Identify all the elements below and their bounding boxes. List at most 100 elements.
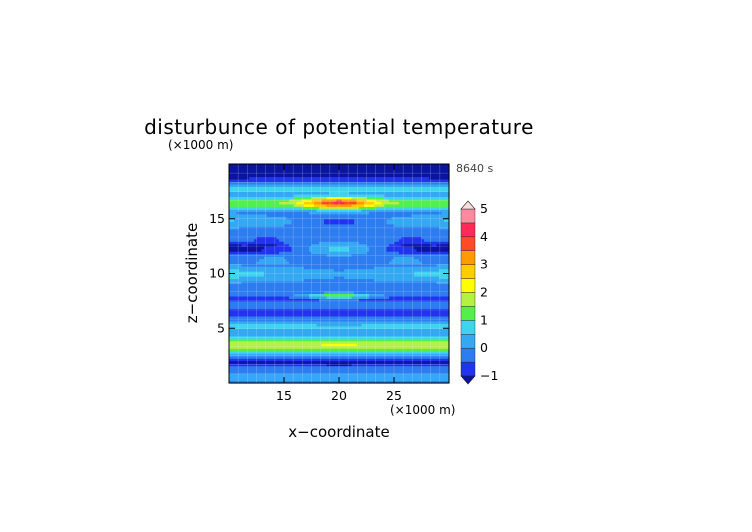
heatmap-cell (334, 243, 338, 247)
heatmap-cell (236, 310, 240, 314)
heatmap-cell (234, 358, 238, 362)
heatmap-cell (289, 275, 293, 280)
heatmap-cell (246, 308, 250, 312)
heatmap-cell (296, 273, 300, 277)
heatmap-cell (309, 355, 313, 359)
heatmap-cell (436, 293, 440, 297)
heatmap-cell (286, 373, 290, 377)
heatmap-cell (269, 248, 273, 252)
heatmap-cell (261, 378, 265, 382)
heatmap-cell (266, 298, 270, 302)
heatmap-cell (289, 355, 293, 359)
heatmap-cell (349, 350, 353, 354)
heatmap-cell (346, 298, 350, 302)
heatmap-cell (231, 243, 235, 247)
heatmap-cell (311, 323, 315, 327)
heatmap-cell (366, 290, 370, 295)
heatmap-cell (394, 290, 398, 295)
heatmap-cell (384, 303, 388, 307)
heatmap-cell (324, 358, 328, 362)
heatmap-cell (284, 358, 288, 362)
heatmap-cell (411, 300, 415, 304)
heatmap-cell (319, 350, 323, 354)
heatmap-cell (389, 253, 393, 257)
heatmap-cell (384, 298, 388, 302)
heatmap-cell (381, 320, 385, 324)
heatmap-cell (361, 325, 365, 329)
heatmap-cell (331, 310, 335, 314)
heatmap-cell (314, 370, 318, 374)
heatmap-cell (434, 288, 438, 292)
heatmap-cell (364, 338, 368, 342)
heatmap-cell (446, 368, 450, 372)
heatmap-cell (371, 261, 375, 265)
heatmap-cell (296, 243, 300, 247)
heatmap-cell (411, 261, 415, 265)
heatmap-cell (396, 263, 400, 267)
heatmap-cell (334, 303, 338, 307)
heatmap-cell (306, 275, 310, 280)
heatmap-cell (324, 308, 328, 312)
heatmap-cell (346, 355, 350, 359)
heatmap-cell (351, 293, 355, 297)
heatmap-cell (359, 298, 363, 302)
heatmap-cell (299, 248, 303, 252)
heatmap-cell (406, 328, 410, 332)
heatmap-cell (346, 295, 350, 299)
heatmap-cell (346, 256, 350, 260)
heatmap-cell (244, 378, 248, 382)
heatmap-cell (439, 278, 443, 282)
heatmap-cell (399, 330, 403, 334)
heatmap-cell (329, 380, 333, 384)
heatmap-cell (274, 293, 278, 297)
heatmap-cell (344, 293, 348, 297)
heatmap-cell (336, 263, 340, 267)
heatmap-cell (266, 288, 270, 292)
heatmap-cell (319, 246, 323, 250)
heatmap-cell (249, 303, 253, 307)
heatmap-cell (349, 358, 353, 362)
heatmap-cell (414, 360, 418, 364)
heatmap-cell (289, 280, 293, 285)
heatmap-cell (324, 293, 328, 297)
heatmap-cell (406, 246, 410, 250)
heatmap-cell (244, 360, 248, 364)
heatmap-cell (266, 368, 270, 372)
heatmap-cell (424, 353, 428, 357)
heatmap-cell (374, 363, 378, 367)
heatmap-cell (256, 328, 260, 332)
heatmap-cell (281, 298, 285, 302)
heatmap-cell (359, 380, 363, 384)
heatmap-cell (349, 348, 353, 352)
heatmap-cell (329, 256, 333, 260)
heatmap-cell (244, 348, 248, 352)
heatmap-cell (286, 246, 290, 250)
heatmap-cell (266, 335, 270, 339)
heatmap-cell (326, 373, 330, 377)
heatmap-cell (326, 320, 330, 324)
heatmap-cell (351, 283, 355, 287)
heatmap-cell (296, 246, 300, 250)
heatmap-cell (326, 300, 330, 304)
heatmap-cell (341, 308, 345, 312)
heatmap-cell (269, 310, 273, 314)
heatmap-cell (266, 333, 270, 337)
heatmap-cell (434, 273, 438, 277)
heatmap-cell (271, 285, 275, 290)
heatmap-cell (379, 378, 383, 382)
heatmap-cell (249, 285, 253, 290)
heatmap-cell (281, 308, 285, 312)
heatmap-cell (326, 263, 330, 267)
heatmap-cell (434, 261, 438, 265)
heatmap-cell (371, 263, 375, 267)
heatmap-cell (376, 310, 380, 314)
heatmap-cell (281, 350, 285, 354)
heatmap-cell (346, 380, 350, 384)
heatmap-cell (231, 305, 235, 309)
heatmap-cell (249, 315, 253, 319)
heatmap-cell (301, 353, 305, 357)
heatmap-cell (369, 303, 373, 307)
heatmap-cell (279, 318, 283, 322)
heatmap-cell (229, 365, 233, 369)
heatmap-cell (289, 365, 293, 369)
